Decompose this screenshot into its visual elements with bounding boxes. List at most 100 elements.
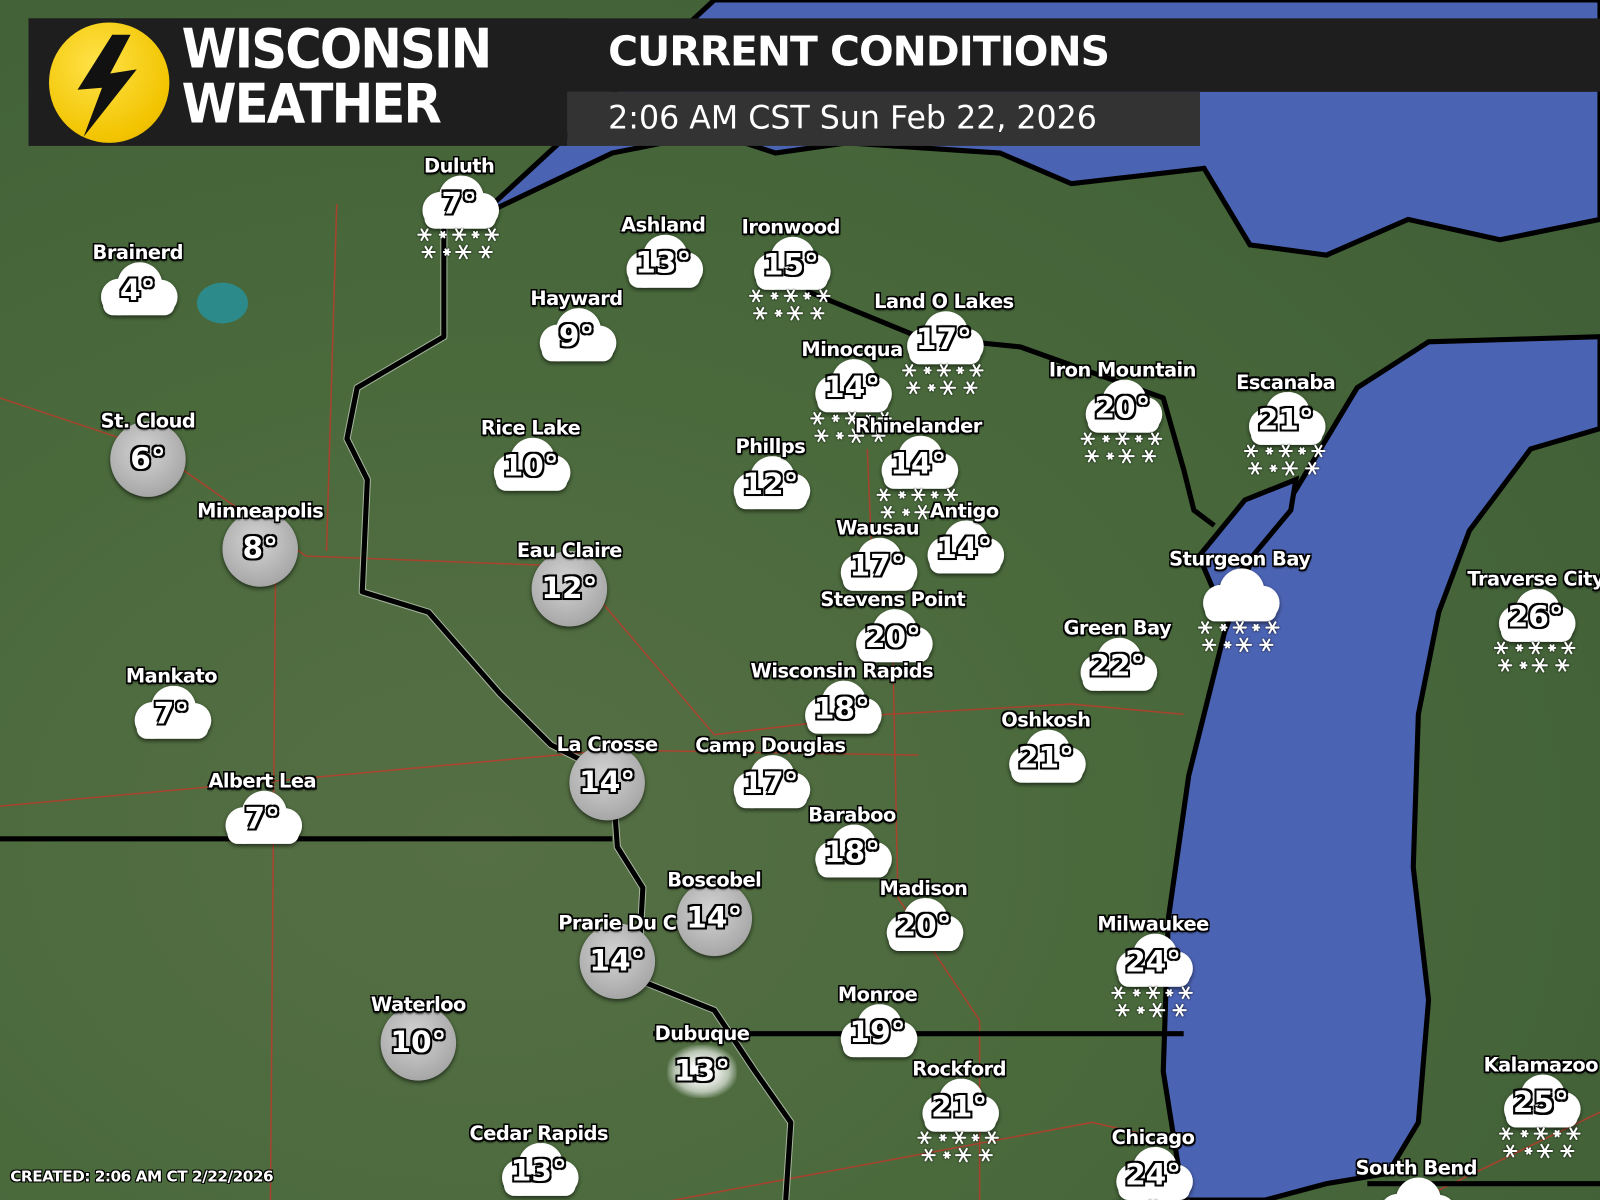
station-name: Baraboo xyxy=(808,804,896,827)
cloud-icon xyxy=(1068,634,1166,699)
lake-mille-lacs xyxy=(196,282,248,324)
overcast-icon xyxy=(222,511,298,587)
overcast-icon xyxy=(676,880,753,957)
overcast-icon xyxy=(579,923,656,999)
station-name: South Bend xyxy=(1355,1157,1478,1180)
lightning-logo-icon xyxy=(48,22,170,143)
station-temp: 7° xyxy=(244,801,280,836)
brand-name: WISCONSIN WEATHER xyxy=(181,22,493,136)
station-temp: 10° xyxy=(390,1024,447,1060)
cloud-icon xyxy=(895,307,993,372)
station-temp: 7° xyxy=(441,185,477,221)
station-temp: 6° xyxy=(130,440,166,476)
station-temp: 13° xyxy=(510,1153,567,1188)
station-temp: 4° xyxy=(120,272,156,308)
cloud-icon xyxy=(997,726,1095,791)
cloud-icon xyxy=(482,434,580,499)
cloud-icon xyxy=(614,231,712,296)
station-name: Chicago xyxy=(1111,1126,1195,1149)
cloud-icon xyxy=(122,682,220,747)
station-temp: 15° xyxy=(762,246,819,282)
station-temp: 22° xyxy=(1089,647,1146,683)
station-temp: 24° xyxy=(1125,943,1182,979)
station-name: Waterloo xyxy=(370,993,466,1017)
snowflake-icon xyxy=(412,227,506,262)
station-name: Cedar Rapids xyxy=(469,1122,609,1145)
station-name: Camp Douglas xyxy=(695,734,846,758)
station-name: Iron Mountain xyxy=(1048,359,1197,382)
station-name: Duluth xyxy=(424,155,495,178)
header: WISCONSIN WEATHER CURRENT CONDITIONS 2:0… xyxy=(28,18,1600,146)
datetime-box: 2:06 AM CST Sun Feb 22, 2026 xyxy=(567,91,1200,146)
cloud-icon xyxy=(721,452,819,517)
station-name: Minocqua xyxy=(801,338,903,362)
station-temp: 17° xyxy=(742,765,799,800)
station-temp: 14° xyxy=(890,445,947,481)
cloud-icon xyxy=(803,820,901,885)
cloud-icon xyxy=(89,258,187,323)
station-temp: 21° xyxy=(931,1088,988,1124)
snowflake-icon xyxy=(1239,443,1333,478)
station-temp: 9° xyxy=(558,318,595,354)
fog-icon xyxy=(667,1044,737,1098)
cloud-icon xyxy=(1492,1070,1590,1135)
station-temp: 18° xyxy=(824,834,881,870)
station-temp: 18° xyxy=(813,690,870,726)
overcast-icon xyxy=(569,744,645,821)
station-name: Sturgeon Bay xyxy=(1169,547,1311,571)
station-name: Wisconsin Rapids xyxy=(750,660,934,683)
station-temp: 14° xyxy=(686,899,743,935)
station-name: Ironwood xyxy=(741,216,841,239)
station-temp: 14° xyxy=(824,369,881,405)
snowflake-icon xyxy=(1489,640,1583,675)
station-temp: 17° xyxy=(915,321,972,357)
cloud-icon xyxy=(1104,1143,1202,1200)
station-name: Kalamazoo xyxy=(1483,1054,1599,1077)
cloud-icon xyxy=(1367,1173,1465,1200)
cloud-icon xyxy=(874,894,972,959)
snowflake-icon xyxy=(871,487,965,522)
snowflake-icon xyxy=(1076,431,1170,466)
station-temp: 19° xyxy=(849,1014,906,1049)
station-name: Ashland xyxy=(621,214,706,237)
snowflake-icon xyxy=(1193,619,1287,654)
overcast-icon xyxy=(531,551,608,627)
station-temp: 20° xyxy=(1094,389,1151,425)
snowflake-icon xyxy=(1494,1126,1588,1161)
station-name: Phillps xyxy=(735,435,806,459)
station-name: Rice Lake xyxy=(480,417,581,440)
snowflake-icon xyxy=(1106,985,1200,1020)
station-temp: 14° xyxy=(936,530,993,566)
overcast-icon xyxy=(110,421,186,497)
snowflake-icon xyxy=(805,410,899,445)
station-temp: 7° xyxy=(153,695,190,731)
cloud-icon xyxy=(910,1074,1008,1139)
station-temp: 24° xyxy=(1125,1157,1182,1192)
station-name: Rhinelander xyxy=(854,415,982,438)
station-temp: 20° xyxy=(895,908,952,943)
station-name: Green Bay xyxy=(1063,617,1172,640)
cloud-icon xyxy=(844,605,942,670)
overcast-icon xyxy=(380,1005,457,1081)
cloud-icon xyxy=(869,432,967,497)
datetime: 2:06 AM CST Sun Feb 22, 2026 xyxy=(608,99,1097,137)
brand-line-2: WEATHER xyxy=(181,73,442,136)
station-name: Boscobel xyxy=(667,869,762,892)
station-temp: 20° xyxy=(864,619,921,655)
cloud-icon xyxy=(793,677,891,742)
cloud-icon xyxy=(213,787,311,852)
created-timestamp: CREATED: 2:06 AM CT 2/22/2026 xyxy=(10,1167,274,1186)
station-name: Land O Lakes xyxy=(874,290,1014,314)
station-temp: 17° xyxy=(849,547,906,583)
cloud-icon xyxy=(742,233,840,298)
snowflake-icon xyxy=(912,1130,1006,1165)
station-name: Wausau xyxy=(836,517,920,540)
cloud-icon xyxy=(528,304,626,369)
station-name: Hayward xyxy=(530,287,623,311)
station-name: La Crosse xyxy=(556,733,658,757)
page-title: CURRENT CONDITIONS xyxy=(608,28,1110,76)
station-temp: 10° xyxy=(502,447,559,483)
station-temp: 12° xyxy=(742,466,799,502)
station-temp: 14° xyxy=(579,764,636,799)
